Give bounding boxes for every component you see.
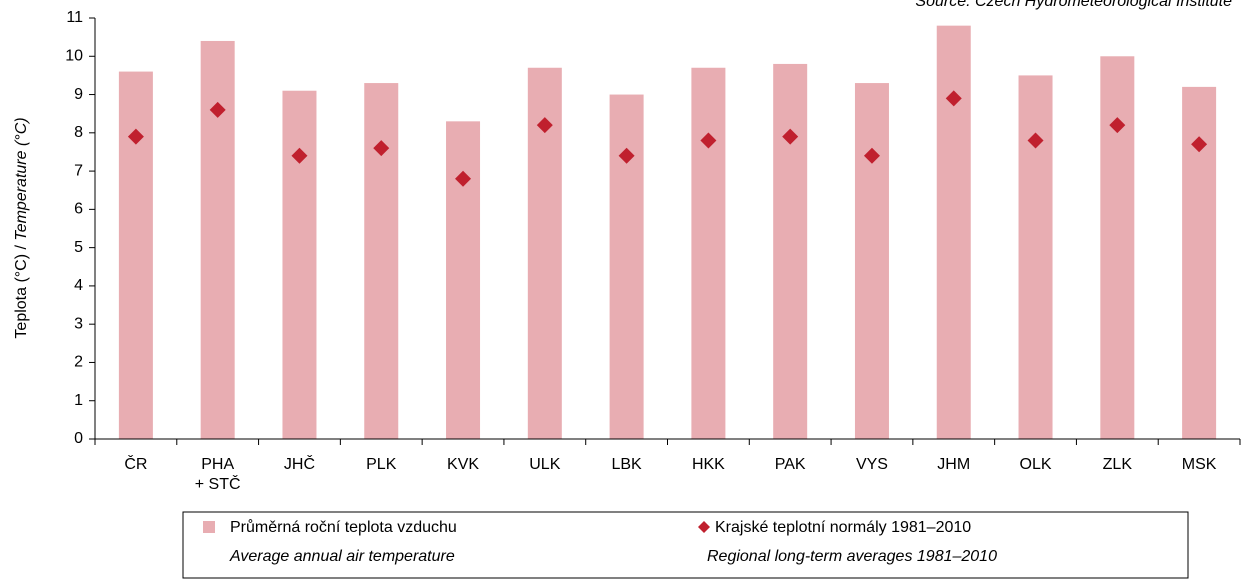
- legend-swatch: [698, 521, 710, 533]
- legend-label: Krajské teplotní normály 1981–2010: [715, 519, 971, 536]
- x-tick-label: PAK: [774, 456, 806, 473]
- legend-swatch: [203, 521, 215, 533]
- bar: [773, 63, 808, 439]
- legend-label-en: Regional long-term averages 1981–2010: [707, 548, 997, 565]
- y-tick-label: 8: [74, 124, 83, 141]
- x-tick-label: ULK: [529, 456, 561, 473]
- bar: [200, 40, 235, 440]
- x-tick-label: KVK: [447, 456, 480, 473]
- bar: [691, 67, 726, 439]
- legend-box: [182, 511, 1189, 579]
- diamond-marker: [1027, 132, 1044, 149]
- bar: [854, 83, 889, 440]
- x-tick-label: ČR: [124, 456, 148, 473]
- legend-label-en: Average annual air temperature: [229, 548, 455, 565]
- y-label-en: Temperature (°C): [13, 117, 30, 240]
- bar: [936, 25, 971, 440]
- y-tick-label: 4: [74, 277, 83, 294]
- y-tick-label: 0: [74, 430, 83, 447]
- y-label-cs: Teplota (°C) /: [13, 241, 30, 339]
- y-tick-label: 3: [74, 315, 83, 332]
- diamond-marker: [536, 117, 553, 134]
- x-tick-label: OLK: [1019, 456, 1052, 473]
- y-tick-label: 10: [65, 47, 83, 64]
- y-tick-label: 2: [74, 354, 83, 371]
- y-axis-label: Teplota (°C) / Temperature (°C): [13, 117, 30, 338]
- diamond-marker: [863, 147, 880, 164]
- diamond-marker: [945, 90, 962, 107]
- bar: [609, 94, 644, 439]
- diamond-marker: [1109, 117, 1126, 134]
- x-tick-label: JHM: [937, 456, 971, 473]
- y-tick-label: 1: [74, 392, 83, 409]
- y-tick-label: 5: [74, 239, 83, 256]
- bar: [118, 71, 153, 439]
- x-tick-label: MSK: [1181, 456, 1217, 473]
- y-tick-label: 7: [74, 162, 83, 179]
- y-tick-label: 6: [74, 201, 83, 218]
- x-tick-label: HKK: [691, 456, 725, 473]
- diamond-marker: [782, 128, 799, 145]
- x-tick-label: ZLK: [1102, 456, 1132, 473]
- legend-label: Průměrná roční teplota vzduchu: [230, 518, 457, 536]
- diamond-marker: [700, 132, 717, 149]
- bar: [282, 90, 317, 439]
- y-tick-label: 11: [66, 9, 83, 26]
- bar: [364, 83, 399, 440]
- diamond-marker: [1191, 136, 1208, 153]
- diamond-marker: [618, 147, 635, 164]
- x-tick-label: JHČ: [283, 456, 315, 473]
- diamond-marker: [209, 101, 226, 118]
- bar: [1100, 56, 1135, 439]
- source: Source: Czech Hydrometeorological Instit…: [915, 0, 1232, 10]
- y-tick-label: 9: [74, 86, 83, 103]
- diamond-marker: [455, 170, 472, 187]
- x-tick-label: VYS: [855, 456, 888, 473]
- x-tick-label: LBK: [611, 456, 642, 473]
- diamond-marker: [373, 140, 390, 157]
- bar: [446, 121, 481, 439]
- x-tick-label: PLK: [366, 456, 397, 473]
- diamond-marker: [291, 147, 308, 164]
- bar: [1018, 75, 1053, 439]
- x-tick-label: PHA + STČ: [194, 456, 241, 493]
- diamond-marker: [127, 128, 144, 145]
